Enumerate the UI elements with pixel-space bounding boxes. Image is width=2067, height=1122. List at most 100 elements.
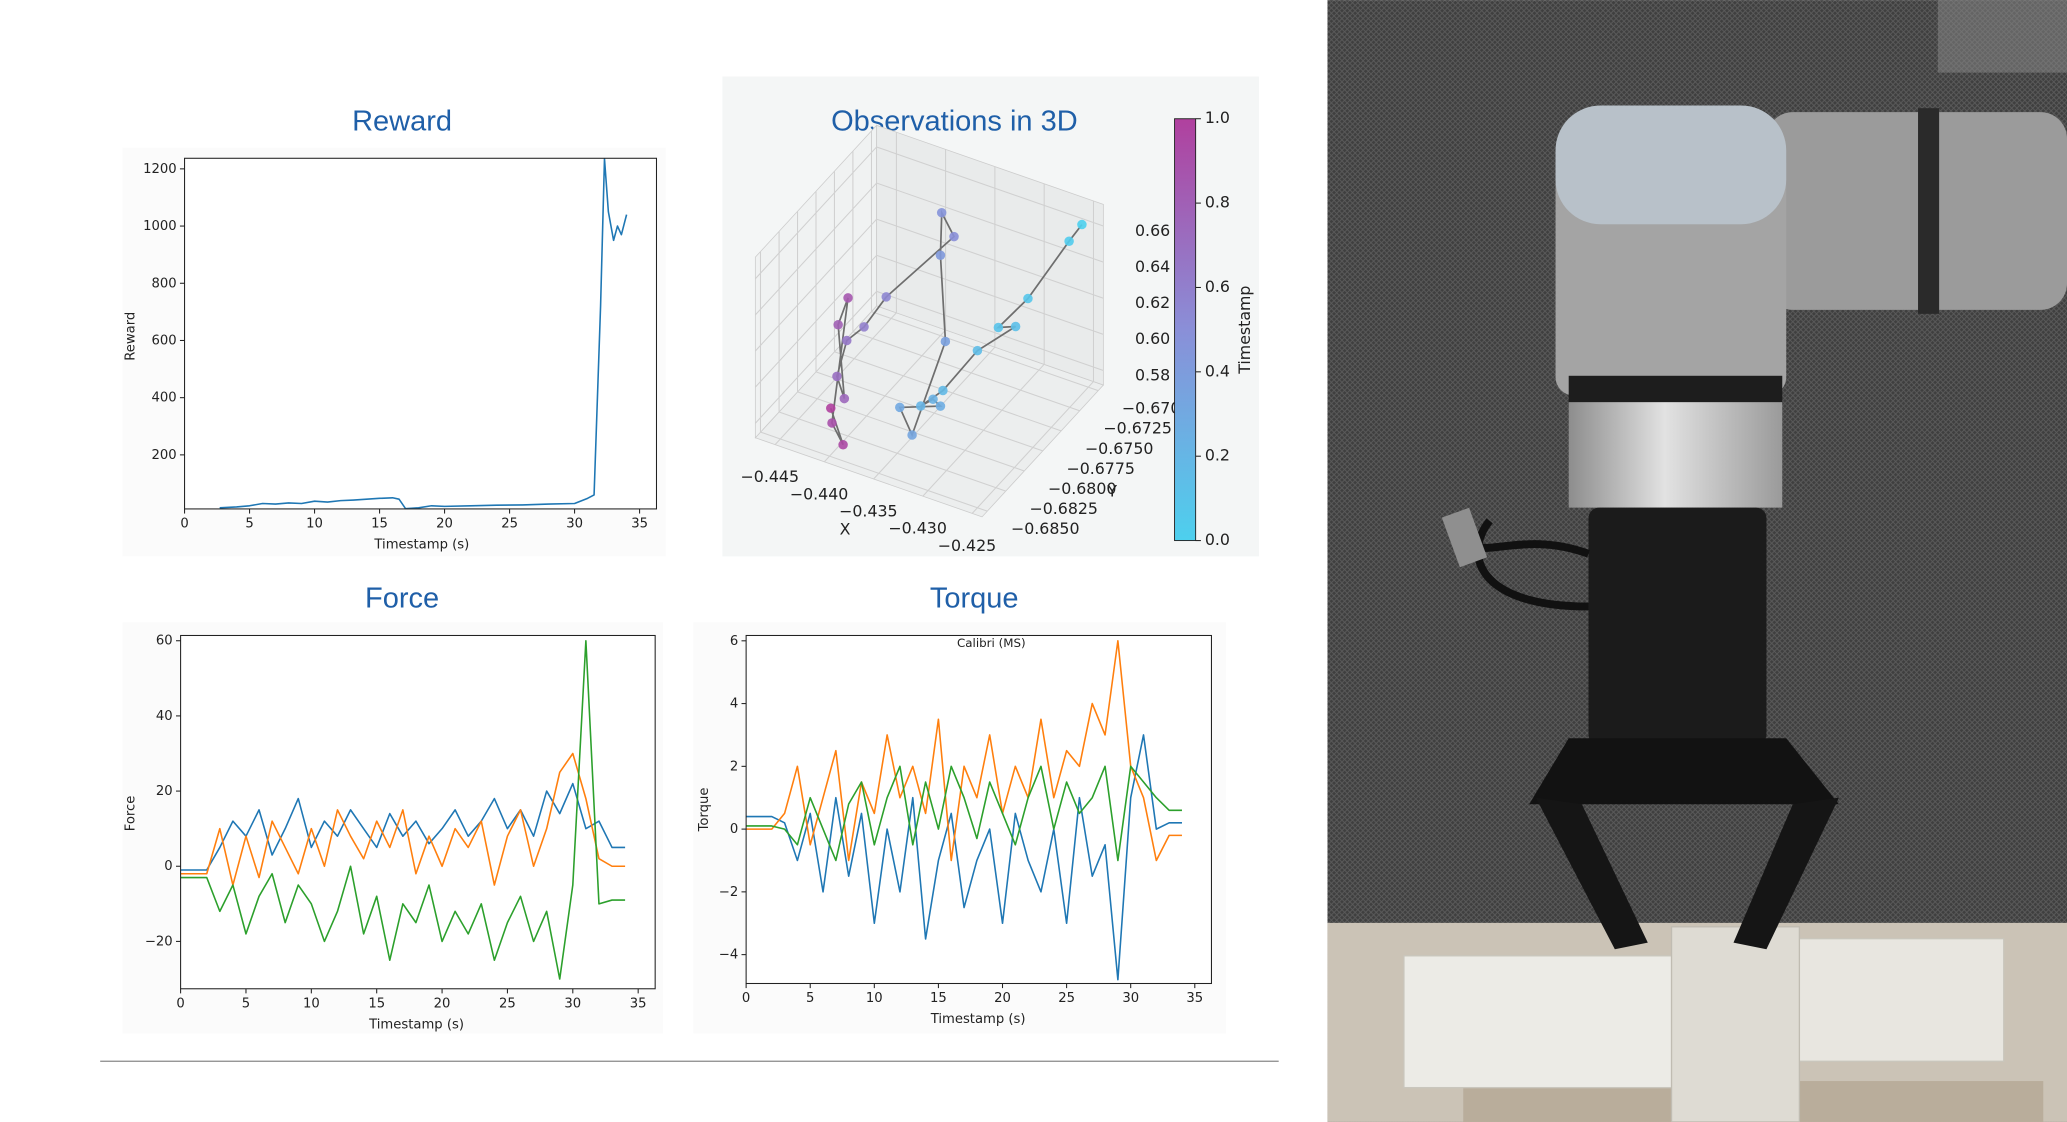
colorbar-tick-label: 0.6: [1205, 277, 1230, 296]
colorbar-tick-label: 0.0: [1205, 530, 1230, 549]
grid-line: [774, 132, 897, 445]
x-tick-label: 10: [306, 516, 323, 531]
block: [1670, 926, 1801, 1122]
plot-frame: [745, 634, 1212, 985]
y-axis-label: Reward: [124, 312, 139, 361]
grid-line: [833, 171, 1062, 432]
observation-point: [881, 292, 891, 302]
data-line: [219, 158, 628, 510]
x-tick-label: 20: [434, 996, 451, 1011]
x-tick-label: 5: [242, 996, 250, 1011]
gripper-body: [1588, 507, 1767, 745]
plot-frame: [184, 157, 658, 510]
observation-point: [928, 394, 938, 405]
wall-light: [1937, 0, 2067, 73]
y-tick-label: −0.6825: [1029, 499, 1098, 518]
annotation: Calibri (MS): [957, 636, 1026, 650]
plot-frame: [180, 634, 656, 990]
y-tick-label: 0: [730, 822, 738, 837]
y-tick-label: 40: [156, 709, 173, 724]
x-tick-label: 15: [930, 991, 947, 1006]
observation-point: [895, 402, 905, 413]
x-tick-label: 25: [501, 516, 518, 531]
y-tick-label: −4: [719, 948, 738, 963]
y-tick-label: −0.6800: [1048, 479, 1117, 498]
x-tick-label: 0: [176, 996, 184, 1011]
observation-point: [838, 440, 848, 450]
observation-point: [936, 207, 947, 218]
colorbar: [1174, 118, 1197, 542]
observation-point: [859, 322, 869, 332]
y-axis-label: Y: [1106, 481, 1117, 500]
observation-point: [949, 231, 959, 242]
grid-line: [754, 146, 1104, 280]
plot-area: [746, 635, 1212, 984]
grid-line: [754, 218, 1104, 352]
y-tick-label: −0.6700: [1122, 399, 1191, 418]
observation-point: [1077, 219, 1087, 230]
chart-title: Torque: [930, 583, 1019, 615]
observation-point: [935, 250, 946, 261]
y-tick-label: 4: [730, 697, 738, 712]
grid-line: [922, 183, 1045, 497]
x-tick-label: −0.425: [938, 536, 996, 555]
data-line: [180, 639, 626, 980]
z-tick-label: 0.64: [1135, 257, 1170, 276]
trajectory: [829, 209, 1083, 446]
observation-point: [915, 401, 926, 411]
y-tick-label: 600: [151, 333, 176, 348]
x-tick-label: 0: [742, 991, 750, 1006]
x-tick-label: −0.430: [888, 519, 946, 538]
x-tick-label: 20: [994, 991, 1011, 1006]
data-line: [180, 782, 626, 871]
z-tick-label: 0.62: [1135, 293, 1170, 312]
x-tick-label: 10: [303, 996, 320, 1011]
y-tick-label: 1200: [143, 162, 177, 177]
x-axis-label: Timestamp (s): [368, 1017, 464, 1032]
x-tick-label: 30: [566, 516, 583, 531]
observation-point: [842, 335, 852, 346]
observation-point: [832, 371, 842, 382]
y-axis-label: Force: [124, 796, 139, 832]
z-tick-label: 0.66: [1135, 221, 1170, 240]
y-tick-label: −0.6750: [1085, 439, 1154, 458]
y-tick-label: 20: [156, 784, 173, 799]
observation-point: [993, 322, 1004, 333]
colorbar-tick-label: 0.4: [1205, 361, 1230, 380]
x-tick-label: 35: [631, 516, 648, 531]
observation-point: [935, 401, 946, 411]
data-line: [746, 640, 1182, 862]
x-tick-label: 5: [245, 516, 253, 531]
observation-point: [1064, 236, 1074, 246]
joint-cap: [1555, 105, 1787, 225]
chart-title: Force: [365, 583, 439, 615]
observation-point: [938, 385, 948, 396]
flange: [1568, 402, 1783, 508]
observation-point: [907, 430, 917, 440]
pane: [876, 124, 1104, 386]
grid-line: [754, 290, 1104, 424]
upper-arm: [1766, 112, 2067, 310]
x-tick-label: −0.435: [839, 501, 897, 520]
grid-line: [870, 130, 1099, 392]
x-tick-label: 30: [564, 996, 581, 1011]
x-tick-label: 30: [1122, 991, 1139, 1006]
y-tick-label: 400: [151, 391, 176, 406]
y-axis-label: Torque: [697, 788, 712, 833]
x-tick-label: 0: [180, 516, 188, 531]
x-tick-label: 15: [368, 996, 385, 1011]
observation-point: [839, 393, 850, 404]
block: [1403, 955, 1682, 1089]
observation-point: [972, 345, 983, 356]
grid-line: [815, 191, 1043, 452]
observation-point: [827, 418, 837, 428]
observation-point: [1023, 293, 1033, 304]
x-axis-label: Timestamp (s): [930, 1012, 1026, 1027]
z-tick-label: 0.60: [1135, 329, 1170, 348]
gripper-fingers: [1535, 797, 1839, 950]
x-tick-label: 20: [436, 516, 453, 531]
y-tick-label: −0.6725: [1103, 419, 1172, 438]
x-axis-label: X: [840, 520, 851, 539]
